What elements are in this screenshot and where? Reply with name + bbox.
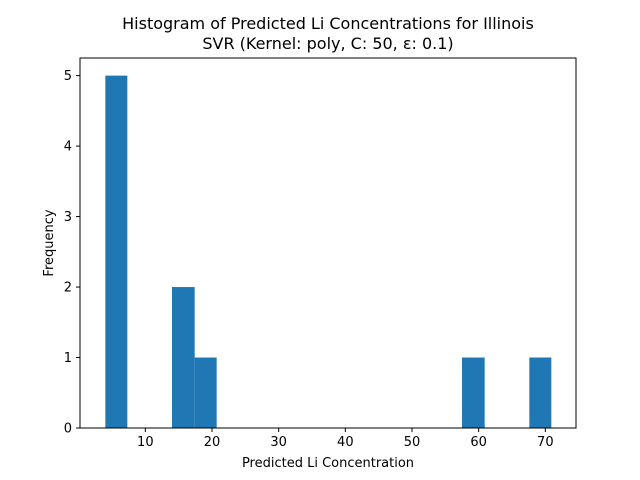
x-tick-label: 10 [137, 435, 154, 450]
x-tick-label: 60 [470, 435, 487, 450]
x-axis-ticks: 10 20 30 40 50 60 70 [137, 428, 554, 450]
histogram-bars [105, 75, 552, 429]
y-axis-label: Frequency [42, 209, 57, 276]
histogram-bar-0 [105, 75, 128, 429]
y-tick-label: 0 [64, 422, 72, 437]
histogram-bar-4 [194, 357, 217, 428]
histogram-bar-19 [529, 357, 552, 428]
y-axis-ticks: 0 1 2 3 4 5 [64, 69, 80, 437]
chart-title: Histogram of Predicted Li Concentrations… [122, 14, 534, 33]
x-tick-label: 30 [270, 435, 287, 450]
histogram-bar-16 [462, 357, 485, 428]
histogram-bar-3 [172, 287, 195, 428]
y-tick-label: 3 [64, 210, 72, 225]
y-tick-label: 4 [64, 140, 72, 155]
x-tick-label: 50 [404, 435, 421, 450]
plot-frame [79, 57, 577, 429]
chart-subtitle: SVR (Kernel: poly, C: 50, ε: 0.1) [202, 34, 453, 53]
x-tick-label: 70 [537, 435, 554, 450]
x-tick-label: 20 [204, 435, 221, 450]
y-tick-label: 2 [64, 281, 72, 296]
x-axis-label: Predicted Li Concentration [242, 456, 414, 471]
y-tick-label: 5 [64, 69, 72, 84]
x-tick-label: 40 [337, 435, 354, 450]
y-tick-label: 1 [64, 351, 72, 366]
